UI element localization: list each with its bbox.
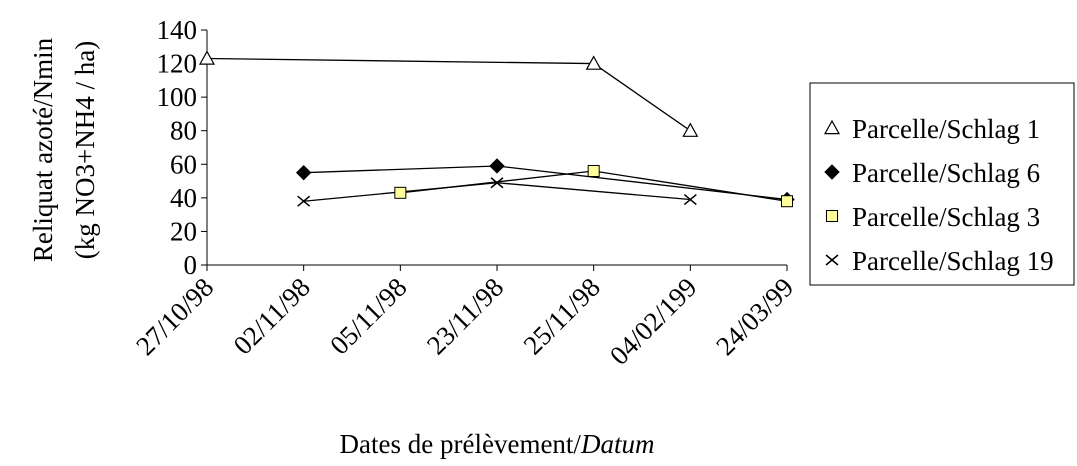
x-axis-title-italic: Datum bbox=[580, 429, 655, 459]
marker-square bbox=[587, 165, 600, 177]
x-axis-title-main: Dates de prélèvement/ bbox=[340, 429, 582, 459]
x-tick-label: 24/03/99 bbox=[710, 272, 799, 361]
marker-triangle bbox=[682, 122, 699, 137]
marker-triangle bbox=[823, 119, 841, 135]
y-tick-label: 20 bbox=[170, 216, 197, 246]
x-tick-label: 25/11/98 bbox=[518, 272, 606, 360]
legend: Parcelle/Schlag 1 Parcelle/Schlag 6 Parcel… bbox=[809, 82, 1075, 286]
y-tick-label: 100 bbox=[157, 82, 198, 112]
y-axis-title-line1: Reliquat azoté/Nmin bbox=[28, 37, 58, 262]
x-tick-label: 04/02/199 bbox=[604, 272, 703, 371]
legend-label: Parcelle/Schlag 19 bbox=[852, 246, 1054, 276]
y-tick-label: 40 bbox=[170, 183, 197, 213]
marker-diamond bbox=[295, 164, 312, 181]
y-tick-label: 0 bbox=[184, 250, 198, 280]
series-markers bbox=[198, 50, 795, 208]
marker-diamond bbox=[824, 164, 840, 180]
x-tick-label: 27/10/98 bbox=[130, 272, 219, 361]
axes bbox=[206, 30, 787, 266]
x-axis-title: Dates de prélèvement/Datum bbox=[340, 429, 655, 459]
legend-box bbox=[809, 82, 1075, 286]
y-tick-label: 80 bbox=[170, 116, 197, 146]
marker-x-stroke bbox=[683, 193, 697, 206]
legend-label: Parcelle/Schlag 3 bbox=[852, 202, 1040, 232]
x-tick-label: 02/11/98 bbox=[228, 272, 316, 360]
marker-x-stroke bbox=[490, 177, 504, 189]
y-tick-label: 60 bbox=[170, 149, 197, 179]
legend-label: Parcelle/Schlag 1 bbox=[852, 114, 1040, 144]
series-line-1 bbox=[206, 57, 691, 132]
marker-diamond bbox=[489, 158, 505, 174]
marker-x-stroke bbox=[825, 254, 839, 266]
y-tick-label: 140 bbox=[157, 15, 198, 45]
marker-square bbox=[826, 210, 838, 222]
legend-label: Parcelle/Schlag 6 bbox=[852, 158, 1040, 188]
marker-triangle bbox=[585, 55, 602, 70]
x-tick-label: 23/11/98 bbox=[421, 272, 509, 360]
y-axis-title-line2: (kg NO3+NH4 / ha) bbox=[70, 41, 100, 259]
marker-triangle bbox=[198, 50, 216, 65]
series-lines bbox=[206, 57, 788, 202]
y-tick-label: 120 bbox=[157, 49, 198, 79]
series-line-4 bbox=[303, 182, 691, 202]
marker-square bbox=[394, 186, 407, 199]
x-tick-label: 05/11/98 bbox=[324, 272, 412, 360]
x-ticks: 27/10/98 02/11/98 05/11/98 23/11/98 25/11/98… bbox=[130, 265, 799, 371]
marker-x-stroke bbox=[297, 195, 311, 207]
marker-square bbox=[781, 195, 793, 208]
